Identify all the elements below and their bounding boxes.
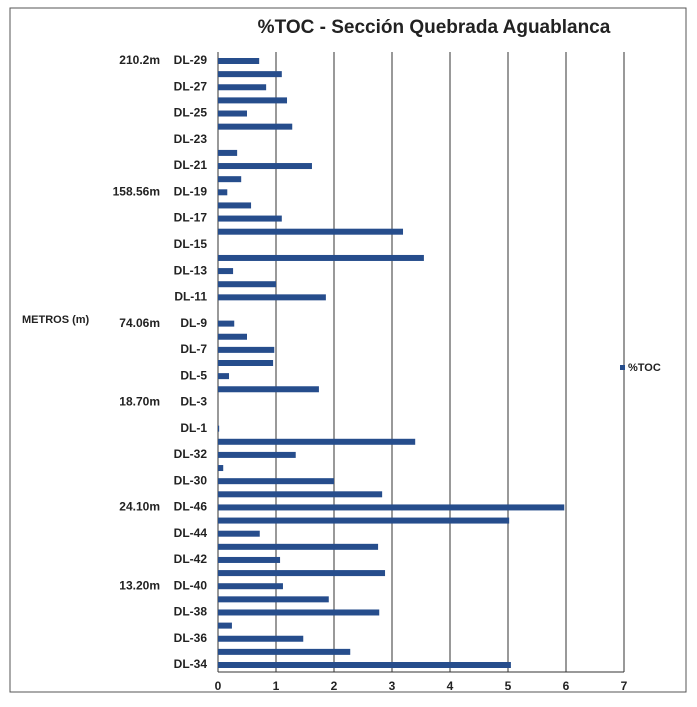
y-tick-label: DL-3	[180, 395, 207, 409]
bar	[218, 202, 252, 209]
y-tick-label: DL-40	[174, 578, 208, 592]
annotation: 18.70m	[119, 395, 160, 409]
x-tick-label: 6	[563, 679, 570, 693]
annotation: 210.2m	[119, 53, 160, 67]
bar	[218, 517, 510, 524]
bar	[218, 281, 276, 288]
bar	[218, 176, 242, 183]
annotation: 158.56m	[113, 184, 160, 198]
bar	[218, 556, 281, 563]
bar	[218, 189, 228, 196]
bar	[218, 438, 416, 445]
annotation: 74.06m	[119, 316, 160, 330]
x-tick-label: 2	[331, 679, 338, 693]
bar	[218, 478, 334, 485]
y-tick-label: DL-38	[174, 605, 208, 619]
bar	[218, 583, 283, 590]
bar	[218, 254, 424, 261]
bar	[218, 570, 386, 577]
y-tick-label: DL-44	[174, 526, 208, 540]
y-tick-label: DL-17	[174, 211, 208, 225]
bar	[218, 163, 312, 170]
y-tick-label: DL-36	[174, 631, 208, 645]
bar	[218, 530, 260, 537]
bar	[218, 622, 232, 629]
bar	[218, 123, 293, 130]
bar	[218, 543, 379, 550]
chart-border	[9, 7, 687, 693]
y-tick-label: DL-11	[174, 290, 207, 304]
annotation: 24.10m	[119, 500, 160, 514]
y-tick-label: DL-15	[174, 237, 208, 251]
x-tick-label: 5	[505, 679, 512, 693]
chart-title: %TOC - Sección Quebrada Aguablanca	[258, 17, 611, 38]
legend-swatch	[620, 365, 625, 370]
bar	[218, 491, 383, 498]
bar	[218, 97, 288, 104]
bar	[218, 71, 282, 78]
y-tick-label: DL-19	[174, 184, 208, 198]
bar	[218, 294, 326, 301]
bar	[218, 58, 260, 64]
bar	[218, 215, 282, 222]
y-tick-label: DL-32	[174, 447, 208, 461]
x-tick-label: 1	[273, 679, 280, 693]
y-tick-label: DL-23	[174, 132, 208, 146]
bar	[218, 228, 404, 235]
bar	[218, 451, 296, 458]
bar	[218, 268, 234, 275]
legend-label: %TOC	[628, 362, 661, 374]
y-tick-label: DL-21	[174, 158, 208, 172]
bar	[218, 662, 511, 668]
y-tick-label: DL-29	[174, 53, 208, 67]
x-tick-label: 4	[447, 679, 454, 693]
bar	[218, 465, 224, 472]
y-tick-label: DL-13	[174, 263, 208, 277]
y-tick-label: DL-34	[174, 657, 208, 671]
bar	[218, 635, 304, 642]
y-tick-label: DL-30	[174, 473, 208, 487]
bar	[218, 84, 267, 91]
y-tick-label: DL-27	[174, 79, 208, 93]
x-tick-label: 7	[621, 679, 628, 693]
bar	[218, 333, 247, 340]
bar	[218, 346, 275, 353]
bar	[218, 320, 235, 327]
y-tick-label: DL-1	[180, 421, 207, 435]
annotation: 13.20m	[119, 578, 160, 592]
y-tick-label: DL-5	[180, 368, 207, 382]
y-tick-label: DL-7	[180, 342, 207, 356]
y-axis-label: METROS (m)	[22, 314, 90, 326]
bar	[218, 360, 274, 366]
y-tick-label: DL-46	[174, 500, 208, 514]
bar	[218, 386, 319, 393]
bar	[218, 425, 220, 432]
bar	[218, 110, 247, 117]
bar	[218, 504, 565, 511]
x-tick-label: 3	[389, 679, 396, 693]
bar	[218, 648, 351, 655]
x-tick-label: 0	[215, 679, 222, 693]
bar	[218, 149, 238, 156]
bar	[218, 609, 380, 616]
y-tick-label: DL-9	[180, 316, 207, 330]
bar	[218, 596, 329, 603]
y-tick-label: DL-42	[174, 552, 208, 566]
bar	[218, 373, 230, 380]
y-tick-label: DL-25	[174, 106, 208, 120]
